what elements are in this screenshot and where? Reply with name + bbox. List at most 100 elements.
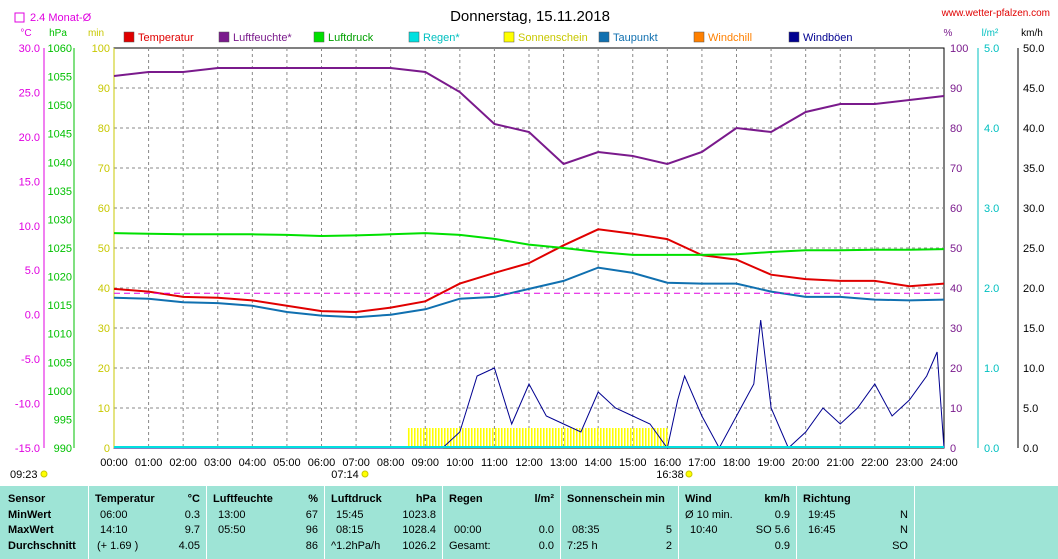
sunshine-bar xyxy=(605,428,608,448)
sunshine-bar xyxy=(617,428,620,448)
press-avg-time: ^1.2hPa/h xyxy=(331,540,381,552)
x-tick-label: 10:00 xyxy=(446,457,474,469)
column-divider xyxy=(796,486,797,559)
sunshine-bar xyxy=(659,428,662,448)
sunshine-bar xyxy=(557,428,560,448)
sun-avg-time: 7:25 h xyxy=(567,540,598,552)
temp-tick-label: 25.0 xyxy=(19,87,40,99)
sunshine-bar xyxy=(536,428,539,448)
wind-unit-label: km/h xyxy=(1021,28,1043,39)
wind-max-time: 10:40 xyxy=(690,524,718,536)
sunshine-bar xyxy=(428,428,431,448)
sunshine-bar xyxy=(458,428,461,448)
legend-label: Sonnenschein xyxy=(518,32,588,44)
legend-swatch xyxy=(408,31,420,43)
press-max-value: 1028.4 xyxy=(402,524,436,536)
sunshine-bar xyxy=(596,428,599,448)
sunshine-bar xyxy=(578,428,581,448)
header-wind: Wind xyxy=(685,493,712,505)
monthly-avg-label: 2.4 Monat-Ø xyxy=(30,12,92,24)
wind-max-value: SO 5.6 xyxy=(755,524,790,536)
temp-max-time: 14:10 xyxy=(100,524,128,536)
sunshine-bar xyxy=(665,428,668,448)
rain-tick-label: 3.0 xyxy=(984,203,999,215)
gusts-line xyxy=(114,319,945,450)
press-tick-label: 1060 xyxy=(48,43,72,55)
x-tick-label: 07:00 xyxy=(342,457,370,469)
sunshine-bar xyxy=(581,428,584,448)
hum-max-time: 05:50 xyxy=(218,524,246,536)
sunshine-bar xyxy=(527,428,530,448)
statistics-table: Sensor Temperatur °C Luftfeuchte % Luftd… xyxy=(0,486,1058,559)
sunshine-bar xyxy=(479,428,482,448)
column-divider xyxy=(324,486,325,559)
sunshine-bar xyxy=(650,428,653,448)
sunshine-bar xyxy=(494,428,497,448)
wind-tick-label: 25.0 xyxy=(1023,243,1044,255)
wind-tick-label: 10.0 xyxy=(1023,363,1044,375)
sunshine-bar xyxy=(569,428,572,448)
hum-tick-label: 90 xyxy=(950,83,962,95)
sunshine-bar xyxy=(521,428,524,448)
temp-unit-label: °C xyxy=(20,28,31,39)
sunshine-bar xyxy=(584,428,587,448)
legend-swatch xyxy=(503,31,515,43)
temperature-line xyxy=(113,228,945,314)
column-divider xyxy=(560,486,561,559)
press-tick-label: 1035 xyxy=(48,186,72,198)
header-rain-unit: l/m² xyxy=(534,493,554,505)
x-tick-label: 16:00 xyxy=(654,457,682,469)
rain-unit-label: l/m² xyxy=(982,28,999,39)
sunshine-bar xyxy=(464,428,467,448)
sunshine-bar xyxy=(524,428,527,448)
press-tick-label: 1025 xyxy=(48,243,72,255)
source-label: www.wetter-pfalzen.com xyxy=(941,8,1050,19)
temp-tick-label: -15.0 xyxy=(15,443,40,455)
sunshine-bar xyxy=(614,428,617,448)
x-tick-label: 06:00 xyxy=(308,457,336,469)
press-unit-label: hPa xyxy=(49,28,67,39)
legend-label: Luftdruck xyxy=(328,32,374,44)
press-tick-label: 990 xyxy=(54,443,72,455)
axes: 00:00 01:00 02:00 03:00 04:00 05:00 06:00 07:00… xyxy=(15,43,1045,469)
sunshine-bar xyxy=(416,428,419,448)
column-divider xyxy=(88,486,89,559)
sunshine-bar xyxy=(425,428,428,448)
sunshine-bar xyxy=(599,428,602,448)
sunshine-bar xyxy=(587,428,590,448)
hum-avg-value: 86 xyxy=(305,540,318,552)
legend-label: Luftfeuchte* xyxy=(233,32,292,44)
sunshine-bar xyxy=(497,428,500,448)
sunshine-bar xyxy=(431,428,434,448)
sunshine-bar xyxy=(500,428,503,448)
hum-tick-label: 30 xyxy=(950,323,962,335)
press-max-time: 08:15 xyxy=(336,524,364,536)
dir-avg-value: SO xyxy=(892,540,908,552)
moon-icon xyxy=(40,470,48,478)
wind-tick-label: 20.0 xyxy=(1023,283,1044,295)
sunshine-bar xyxy=(530,428,533,448)
rain-tick-label: 0.0 xyxy=(984,443,999,455)
wind-min-value: 0.9 xyxy=(774,509,790,521)
sunshine-bar xyxy=(446,428,449,448)
sunshine-bar xyxy=(467,428,470,448)
sunshine-bar xyxy=(611,428,614,448)
press-tick-label: 1040 xyxy=(48,157,72,169)
sunshine-bar xyxy=(482,428,485,448)
dir-max-time: 16:45 xyxy=(808,524,836,536)
hum-tick-label: 100 xyxy=(950,43,968,55)
x-tick-label: 04:00 xyxy=(239,457,267,469)
sunshine-bar xyxy=(656,428,659,448)
wind-tick-label: 15.0 xyxy=(1023,323,1044,335)
sun-tick-label: 70 xyxy=(98,163,110,175)
sunshine-bar xyxy=(419,428,422,448)
x-tick-label: 20:00 xyxy=(792,457,820,469)
rain-avg-value: 0.0 xyxy=(538,540,554,552)
x-tick-label: 03:00 xyxy=(204,457,232,469)
sunshine-bar xyxy=(602,428,605,448)
sunshine-bar xyxy=(461,428,464,448)
x-tick-label: 08:00 xyxy=(377,457,405,469)
rain-avg-time: Gesamt: xyxy=(449,540,491,552)
row-label: Durchschnitt xyxy=(8,540,76,552)
press-tick-label: 1045 xyxy=(48,129,72,141)
